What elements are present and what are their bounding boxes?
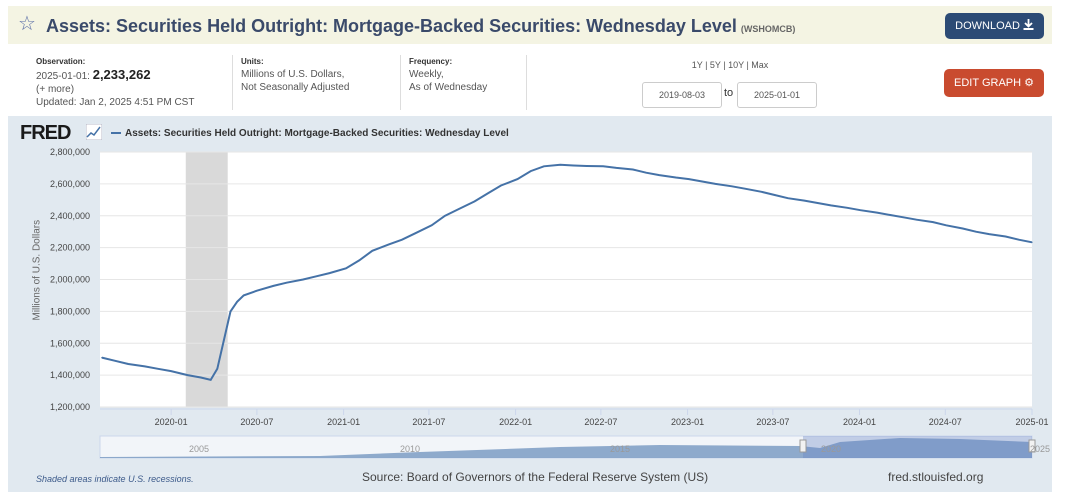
units-line2: Not Seasonally Adjusted: [241, 82, 350, 93]
edit-graph-button[interactable]: EDIT GRAPH ⚙: [944, 69, 1044, 97]
separator: [232, 55, 233, 110]
chart-area: [8, 116, 1052, 492]
observation-block: Observation: 2025-01-01: 2,233,262 (+ mo…: [36, 55, 194, 109]
download-button[interactable]: DOWNLOAD: [945, 13, 1044, 39]
legend: Assets: Securities Held Outright: Mortga…: [111, 128, 509, 139]
to-label: to: [724, 87, 734, 99]
separator: [526, 55, 527, 110]
site-url[interactable]: fred.stlouisfed.org: [888, 470, 984, 484]
recession-note: Shaded areas indicate U.S. recessions.: [36, 474, 194, 484]
frequency-block: Frequency: Weekly, As of Wednesday: [409, 55, 487, 94]
frequency-line1: Weekly,: [409, 69, 444, 80]
observation-label: Observation:: [36, 57, 86, 66]
units-label: Units:: [241, 57, 264, 66]
updated-value: Jan 2, 2025 4:51 PM CST: [79, 97, 195, 108]
fred-chart-icon: [86, 124, 102, 140]
y-axis-title: Millions of U.S. Dollars: [31, 219, 43, 321]
units-block: Units: Millions of U.S. Dollars, Not Sea…: [241, 55, 349, 94]
observation-value: 2,233,262: [92, 67, 151, 82]
observation-date: 2025-01-01:: [36, 71, 90, 82]
end-date-input[interactable]: 2025-01-01: [737, 82, 817, 108]
frequency-line2: As of Wednesday: [409, 82, 488, 93]
units-line1: Millions of U.S. Dollars,: [241, 69, 345, 80]
series-title: Assets: Securities Held Outright: Mortga…: [46, 16, 796, 36]
more-link[interactable]: (+ more): [36, 84, 75, 95]
source-text: Source: Board of Governors of the Federa…: [362, 470, 709, 484]
title-bar: ☆ Assets: Securities Held Outright: Mort…: [8, 6, 1052, 44]
separator: [400, 55, 401, 110]
frequency-label: Frequency:: [409, 57, 453, 66]
start-date-input[interactable]: 2019-08-03: [642, 82, 722, 108]
updated-label: Updated:: [36, 97, 77, 108]
gear-icon: ⚙: [1024, 77, 1034, 89]
range-selector[interactable]: 1Y | 5Y | 10Y | Max: [691, 60, 769, 70]
fred-logo: FRED: [20, 122, 71, 144]
series-id: (WSHOMCB): [740, 24, 796, 34]
download-icon: [1023, 19, 1034, 30]
legend-label: Assets: Securities Held Outright: Mortga…: [125, 128, 509, 139]
star-icon[interactable]: ☆: [18, 13, 36, 35]
legend-swatch: [111, 132, 121, 135]
